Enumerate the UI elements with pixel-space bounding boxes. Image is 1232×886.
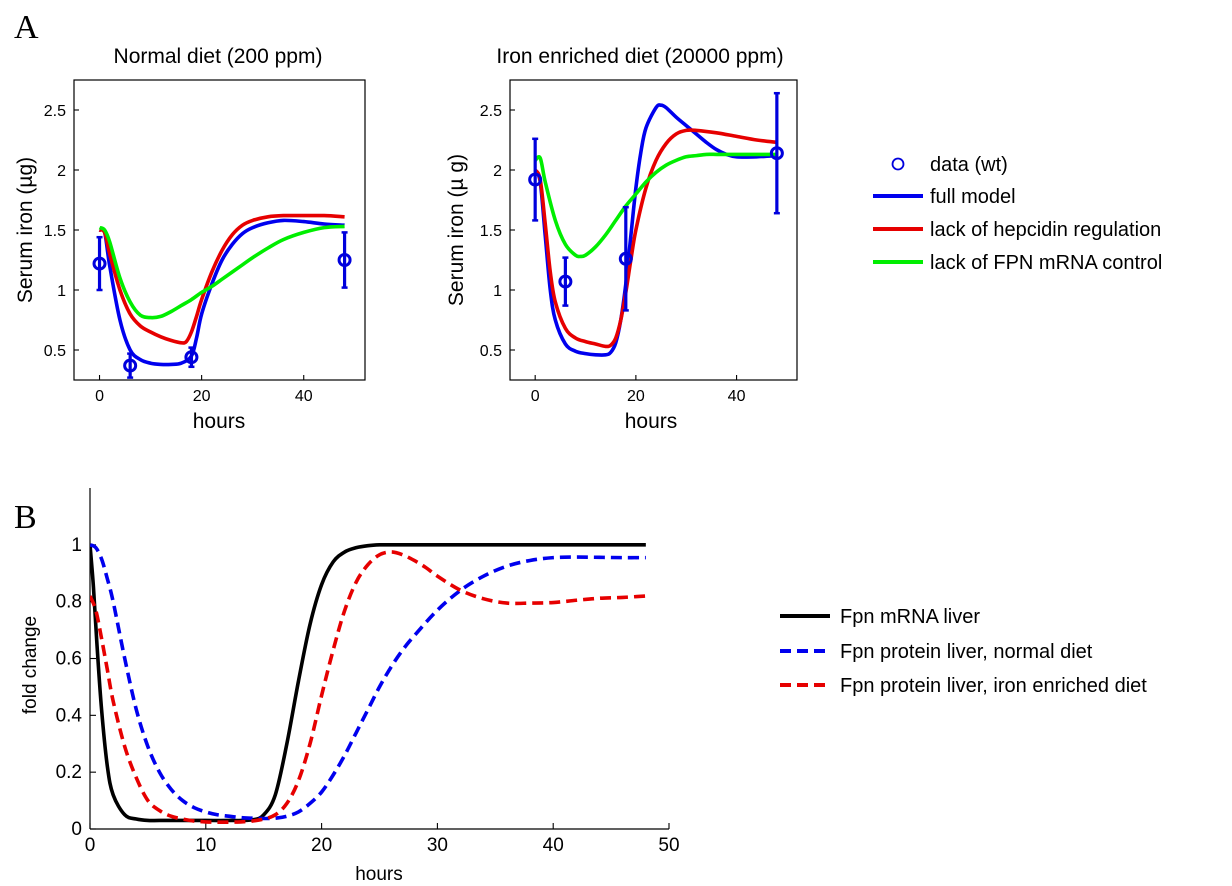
y-tick-label-fold-change: 0	[71, 819, 82, 840]
legend-label-fpn: lack of FPN mRNA control	[930, 252, 1162, 274]
x-tick-label-fold-change: 20	[311, 835, 332, 856]
data-point	[528, 172, 543, 187]
y-tick-label-fold-change: 0.8	[56, 592, 82, 613]
series-line-fpn-protein-liver-iron-enriched-diet	[90, 550, 646, 825]
data-point	[184, 350, 199, 365]
y-axis-label-iron-diet: Serum iron (µ g)	[445, 154, 468, 306]
data-point	[123, 358, 138, 373]
y-axis-label-fold-change: fold change	[20, 616, 41, 714]
data-point	[558, 274, 573, 289]
x-axis-label-fold-change: hours	[355, 864, 403, 885]
x-tick-label-fold-change: 30	[427, 835, 448, 856]
legend-label-hepcidin: lack of hepcidin regulation	[930, 219, 1161, 241]
legend-marker-data	[891, 157, 905, 171]
y-tick-label-normal-diet: 2	[57, 163, 66, 180]
y-tick-label-iron-diet: 1.5	[480, 223, 502, 240]
y-tick-label-iron-diet: 2	[493, 163, 502, 180]
legend-label-protein-normal: Fpn protein liver, normal diet	[840, 641, 1093, 663]
series-line-lack-of-fpn-mrna-control	[533, 152, 777, 259]
x-tick-label-normal-diet: 0	[95, 388, 104, 405]
series-line-lack-of-hepcidin-regulation	[98, 213, 345, 345]
y-tick-label-iron-diet: 1	[493, 283, 502, 300]
series-line-full-model	[533, 103, 777, 357]
data-point	[337, 253, 352, 267]
series-fold-change	[90, 542, 646, 825]
panel-letter-a: A	[14, 9, 39, 46]
x-axis-label-normal-diet: hours	[193, 410, 246, 433]
chart-normal-diet: Normal diet (200 ppm) 0 20 40 0.5 1 1.5 2 2.5 h…	[14, 45, 366, 433]
y-tick-label-fold-change: 0.6	[56, 649, 82, 670]
series-line-full-model	[98, 218, 345, 367]
chart-iron-diet: Iron enriched diet (20000 ppm) 0 20 40 0.5 1…	[445, 45, 798, 433]
x-tick-label-iron-diet: 20	[627, 388, 645, 405]
series-iron-diet	[528, 91, 784, 357]
x-tick-label-normal-diet: 40	[295, 388, 313, 405]
x-tick-label-iron-diet: 0	[531, 388, 540, 405]
data-point	[92, 256, 107, 271]
x-tick-label-fold-change: 40	[543, 835, 564, 856]
series-normal-diet	[92, 213, 352, 379]
axes-box-normal-diet	[73, 79, 366, 381]
y-tick-label-normal-diet: 1	[57, 283, 66, 300]
y-axis-label-normal-diet: Serum iron (µg)	[14, 157, 37, 303]
legend-label-protein-iron: Fpn protein liver, iron enriched diet	[840, 675, 1147, 697]
x-axis-label-iron-diet: hours	[625, 410, 678, 433]
x-tick-label-normal-diet: 20	[193, 388, 211, 405]
chart-title-iron-diet: Iron enriched diet (20000 ppm)	[496, 45, 783, 68]
ticks-fold-change: 0 10 20 30 40 50 0 0.2 0.4 0.6 0.8 1	[56, 535, 680, 856]
y-tick-label-fold-change: 0.4	[56, 705, 83, 726]
y-tick-label-iron-diet: 0.5	[480, 343, 502, 360]
x-tick-label-fold-change: 10	[195, 835, 216, 856]
x-tick-label-fold-change: 0	[85, 835, 96, 856]
ticks-normal-diet: 0 20 40 0.5 1 1.5 2 2.5	[44, 103, 313, 405]
y-tick-label-normal-diet: 0.5	[44, 343, 66, 360]
y-tick-label-normal-diet: 1.5	[44, 223, 66, 240]
series-line-lack-of-fpn-mrna-control	[98, 224, 345, 320]
x-tick-label-iron-diet: 40	[728, 388, 746, 405]
legend-label-mrna: Fpn mRNA liver	[840, 606, 980, 628]
data-point	[769, 146, 784, 161]
y-tick-label-normal-diet: 2.5	[44, 103, 66, 120]
ticks-iron-diet: 0 20 40 0.5 1 1.5 2 2.5	[480, 103, 746, 405]
legend-label-data: data (wt)	[930, 154, 1008, 176]
axes-box-iron-diet	[509, 79, 798, 381]
y-tick-label-fold-change: 1	[71, 535, 82, 556]
legend-panel-b: Fpn mRNA liver Fpn protein liver, normal…	[780, 606, 1147, 697]
series-line-fpn-protein-liver-normal-diet	[90, 543, 646, 821]
y-tick-label-iron-diet: 2.5	[480, 103, 502, 120]
panel-letter-b: B	[14, 499, 37, 536]
legend-panel-a: data (wt) full model lack of hepcidin re…	[873, 154, 1162, 274]
chart-title-normal-diet: Normal diet (200 ppm)	[114, 45, 323, 68]
series-line-lack-of-hepcidin-regulation	[533, 128, 778, 349]
y-tick-label-fold-change: 0.2	[56, 762, 82, 783]
legend-label-full-model: full model	[930, 186, 1016, 208]
data-point	[618, 251, 633, 266]
chart-fold-change: 0 10 20 30 40 50 0 0.2 0.4 0.6 0.8 1 hours fold cha…	[20, 488, 680, 885]
x-tick-label-fold-change: 50	[658, 835, 679, 856]
series-line-fpn-mrna-liver	[90, 542, 646, 823]
